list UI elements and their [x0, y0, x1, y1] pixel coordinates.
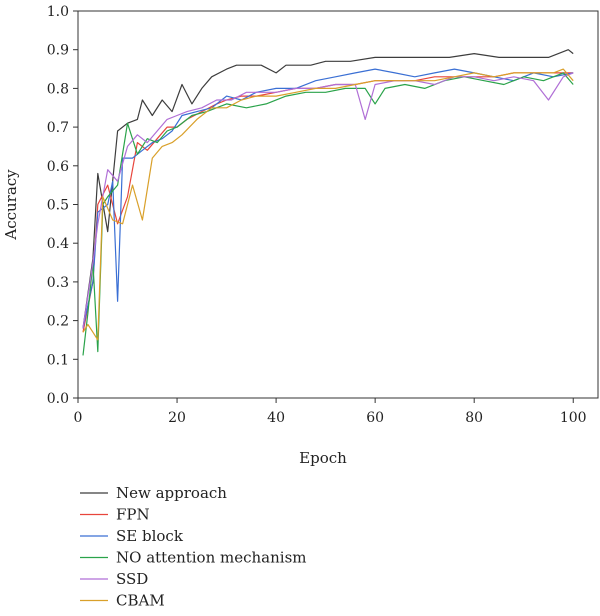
y-tick-label: 0.6	[47, 159, 69, 175]
y-tick-label: 1.0	[47, 4, 69, 20]
x-axis-title: Epoch	[299, 449, 347, 467]
series-line-no-attention-mechanism	[82, 72, 574, 356]
series-line-fpn	[82, 72, 574, 333]
y-tick-label: 0.2	[47, 314, 69, 330]
x-tick-label: 0	[74, 410, 83, 426]
legend-label-ssd: SSD	[116, 570, 148, 588]
series-line-se-block	[82, 68, 574, 329]
y-tick-label: 0.3	[47, 275, 69, 291]
series-line-cbam	[82, 68, 574, 341]
legend-label-fpn: FPN	[116, 506, 150, 524]
y-tick-label: 0.4	[47, 236, 69, 252]
y-tick-labels: 0.0 0.1 0.2 0.3 0.4 0.5 0.6 0.7 0.8 0.9 1.0	[47, 4, 69, 407]
axis-ticks	[73, 10, 574, 403]
legend: New approach FPN SE block NO attention mech…	[80, 484, 307, 610]
y-tick-label: 0.0	[47, 391, 69, 407]
y-tick-label: 0.5	[47, 198, 69, 214]
x-tick-label: 100	[560, 410, 587, 426]
x-tick-labels: 0 20 40 60 80 100	[74, 410, 587, 426]
y-tick-label: 0.9	[47, 43, 69, 59]
x-tick-label: 20	[168, 410, 186, 426]
legend-label-new-approach: New approach	[116, 484, 227, 502]
x-tick-label: 40	[267, 410, 285, 426]
series-line-ssd	[82, 72, 574, 329]
series-lines	[82, 49, 574, 356]
y-axis-title: Accuracy	[2, 169, 20, 241]
legend-label-se-block: SE block	[116, 527, 184, 545]
legend-label-no-attention-mechanism: NO attention mechanism	[116, 549, 307, 567]
x-tick-label: 80	[465, 410, 483, 426]
y-tick-label: 0.7	[47, 120, 69, 136]
plot-frame	[77, 10, 599, 399]
x-tick-label: 60	[366, 410, 384, 426]
legend-label-cbam: CBAM	[116, 592, 165, 610]
y-tick-label: 0.8	[47, 81, 69, 97]
y-tick-label: 0.1	[47, 352, 69, 368]
series-line-new-approach	[82, 49, 574, 329]
